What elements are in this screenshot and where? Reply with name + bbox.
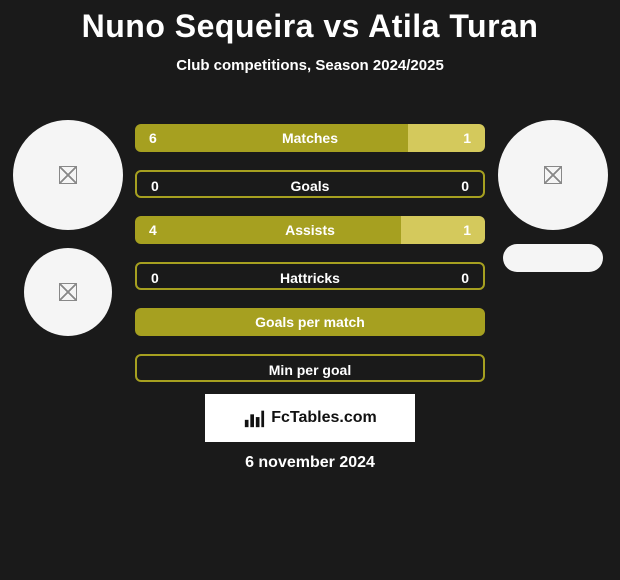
stat-label: Min per goal <box>137 356 483 380</box>
stat-value-left: 0 <box>151 264 159 288</box>
stat-row: Goals per match <box>135 308 485 336</box>
stat-value-right: 1 <box>463 216 471 244</box>
stat-label: Goals <box>137 172 483 196</box>
club-right-pill <box>503 244 603 272</box>
stat-value-left: 0 <box>151 172 159 196</box>
brand-bars-icon <box>243 407 265 429</box>
stat-row: Min per goal <box>135 354 485 382</box>
page-subtitle: Club competitions, Season 2024/2025 <box>0 57 620 74</box>
stat-row: Assists4 1 <box>135 216 485 244</box>
date-text: 6 november 2024 <box>0 454 620 472</box>
stat-row: Matches6 1 <box>135 124 485 152</box>
stat-row: Hattricks0 0 <box>135 262 485 290</box>
page-title: Nuno Sequeira vs Atila Turan <box>0 0 620 45</box>
player-right-avatar <box>498 120 608 230</box>
player-left-column <box>10 120 125 336</box>
stat-value-right: 1 <box>463 124 471 152</box>
stat-label: Hattricks <box>137 264 483 288</box>
brand-text: FcTables.com <box>271 409 377 427</box>
stat-label: Assists <box>135 216 485 244</box>
stat-value-right: 0 <box>461 172 469 196</box>
stat-value-right: 0 <box>461 264 469 288</box>
image-placeholder-icon <box>544 166 562 184</box>
stat-label: Goals per match <box>135 308 485 336</box>
stat-label: Matches <box>135 124 485 152</box>
image-placeholder-icon <box>59 283 77 301</box>
brand-badge: FcTables.com <box>205 394 415 442</box>
image-placeholder-icon <box>59 166 77 184</box>
player-right-column <box>495 120 610 272</box>
stat-row: Goals0 0 <box>135 170 485 198</box>
stat-value-left: 6 <box>149 124 157 152</box>
stat-value-left: 4 <box>149 216 157 244</box>
player-left-avatar <box>13 120 123 230</box>
club-left-avatar <box>24 248 112 336</box>
stats-container: Matches61Goals00Assists41Hattricks00Goal… <box>135 124 485 400</box>
